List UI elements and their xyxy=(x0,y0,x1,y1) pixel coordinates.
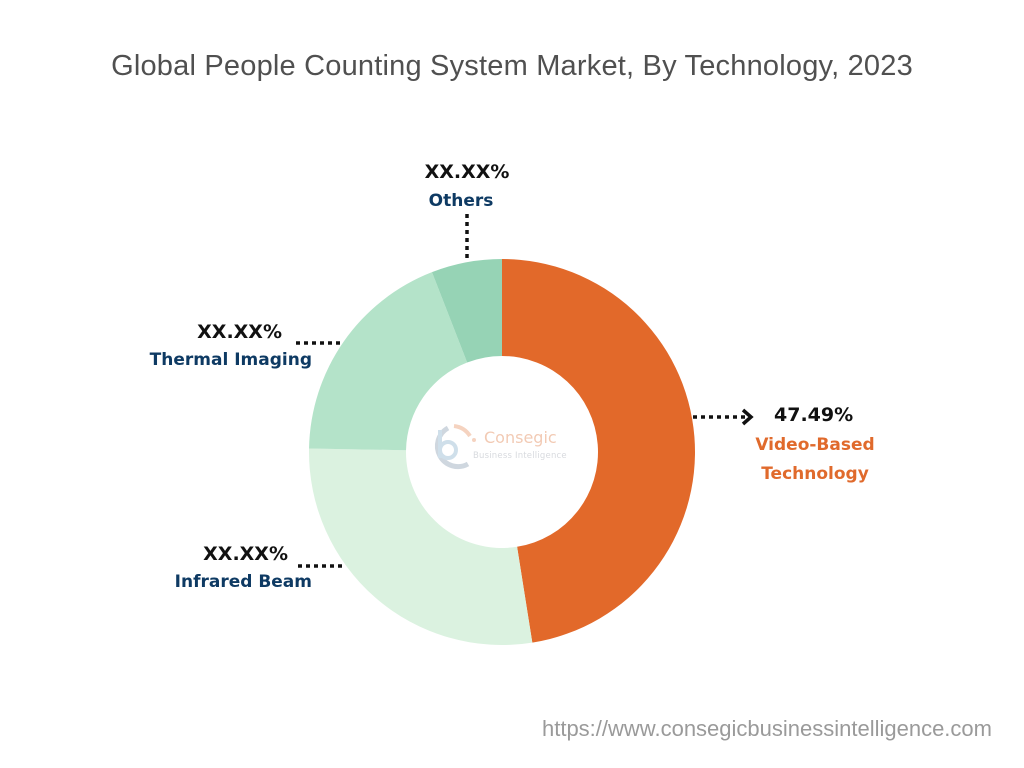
chart-title: Global People Counting System Market, By… xyxy=(111,50,913,82)
watermark-brand: Consegic xyxy=(484,428,557,447)
others-percentage: XX.XX% xyxy=(424,161,510,183)
slice-others xyxy=(431,259,502,363)
video-based-label-line1: Video-Based xyxy=(755,435,875,455)
donut-slices xyxy=(308,259,696,645)
thermal-imaging-percentage: XX.XX% xyxy=(197,321,282,343)
infrared-beam-percentage: XX.XX% xyxy=(203,543,288,565)
consegic-watermark: Consegic Business Intelligence xyxy=(424,420,584,474)
arrowhead-icon xyxy=(741,408,754,426)
source-url: https://www.consegicbusinessintelligence… xyxy=(541,716,992,741)
consegic-logo-icon xyxy=(434,424,476,470)
slice-video-based-technology xyxy=(502,259,696,643)
video-based-label-line2: Technology xyxy=(761,464,869,484)
video-based-percentage: 47.49% xyxy=(774,404,854,426)
thermal-imaging-label: Thermal Imaging xyxy=(149,350,312,370)
others-label: Others xyxy=(428,191,494,211)
slice-thermal-imaging xyxy=(309,272,468,451)
infrared-beam-label: Infrared Beam xyxy=(174,572,312,592)
slice-infrared-beam xyxy=(308,448,533,645)
watermark-tagline: Business Intelligence xyxy=(473,451,567,461)
